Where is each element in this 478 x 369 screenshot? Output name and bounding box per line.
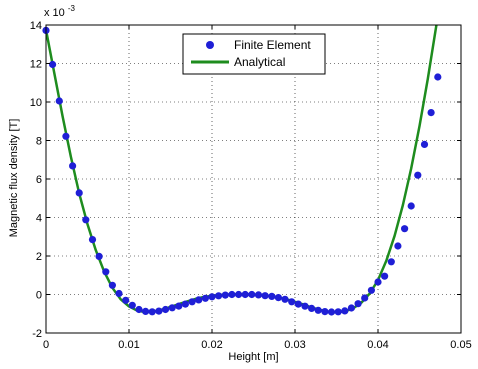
data-point-finite-element [55,97,63,105]
data-point-finite-element [281,295,289,303]
data-point-finite-element [321,308,329,316]
data-point-finite-element [248,290,256,299]
x-tick-label: 0.05 [450,339,471,351]
data-point-finite-element [128,301,136,309]
data-point-finite-element [268,292,276,300]
data-point-finite-element [407,202,415,210]
y-tick-label: 6 [36,174,42,186]
data-point-finite-element [195,296,203,304]
data-point-finite-element [288,298,296,306]
data-point-finite-element [254,291,263,299]
legend-box [182,33,326,75]
data-point-finite-element [401,225,409,233]
data-point-finite-element [95,252,103,260]
data-point-finite-element [69,162,77,170]
x-axis-label: Height [m] [228,351,278,363]
data-point-finite-element [62,132,70,140]
data-point-finite-element [274,294,282,302]
legend: Finite Element Analytical [182,33,326,75]
legend-label-finite-element: Finite Element [234,38,311,52]
data-point-finite-element [374,278,382,286]
y-exponent-power: -3 [68,4,76,13]
data-point-finite-element [414,171,422,179]
data-point-finite-element [175,302,183,310]
y-exponent-base: x 10 [44,7,65,19]
data-point-finite-element [115,289,123,298]
data-point-finite-element [308,304,316,312]
data-point-finite-element [221,291,229,299]
series-layer [42,25,442,316]
data-point-finite-element [241,290,249,299]
data-point-finite-element [261,292,269,300]
data-point-finite-element [420,140,429,148]
y-axis-label: Magnetic flux density [T] [8,119,20,238]
y-exponent-label: x 10 -3 [44,4,76,19]
data-point-finite-element [301,302,309,310]
x-tick-label: 0.03 [284,339,305,351]
y-tick-label: 8 [36,136,42,148]
x-tick-label: 0.01 [118,339,139,351]
data-point-finite-element [108,281,116,289]
data-point-finite-element [122,296,130,304]
x-tick-label: 0.04 [367,339,388,351]
data-point-finite-element [367,286,375,294]
data-point-finite-element [381,272,389,280]
data-point-finite-element [354,300,362,308]
legend-label-analytical: Analytical [234,55,285,69]
x-tick-label: 0.02 [201,339,222,351]
data-point-finite-element [188,298,196,306]
data-point-finite-element [394,242,402,250]
data-point-finite-element [49,60,57,69]
y-tick-label: 0 [36,290,42,302]
data-point-finite-element [387,258,395,266]
data-point-finite-element [427,109,435,117]
data-point-finite-element [102,268,110,276]
data-point-finite-element [228,290,236,299]
data-point-finite-element [215,292,223,300]
data-point-finite-element [201,294,209,302]
data-point-finite-element [327,308,336,316]
data-point-finite-element [88,236,97,244]
y-tick-label: 10 [30,97,42,109]
data-point-finite-element [434,73,442,81]
x-tick-label: 0 [43,339,49,351]
data-point-finite-element [161,305,170,314]
data-point-finite-element [341,307,349,315]
data-point-finite-element [181,300,189,308]
data-point-finite-element [148,308,156,316]
legend-marker-finite-element [206,41,214,49]
y-tick-label: -2 [32,328,42,340]
data-point-finite-element [155,307,163,315]
data-point-finite-element [208,293,216,301]
data-point-finite-element [82,216,90,224]
data-point-finite-element [135,305,143,314]
y-tick-label: 4 [36,213,42,225]
data-point-finite-element [75,189,83,197]
data-point-finite-element [334,308,342,316]
y-tick-label: 14 [30,20,42,32]
y-tick-label: 2 [36,251,42,263]
data-point-finite-element [235,290,243,299]
data-point-finite-element [142,307,150,315]
data-point-finite-element [314,306,322,314]
data-point-finite-element [294,300,302,308]
data-point-finite-element [168,304,176,312]
y-tick-label: 12 [30,59,42,71]
data-point-finite-element [361,294,369,302]
data-point-finite-element [347,304,355,312]
